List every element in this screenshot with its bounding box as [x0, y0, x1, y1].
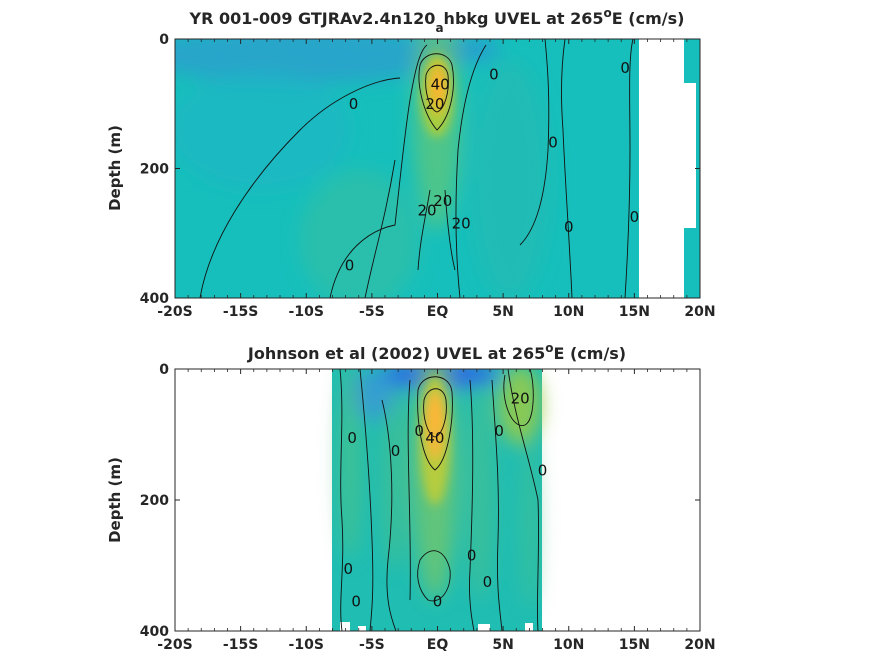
x-tick-label: -15S — [223, 637, 258, 653]
x-tick-label: -20S — [157, 304, 192, 320]
contour-label: 0 — [630, 208, 640, 226]
band-east — [464, 380, 496, 600]
contour-label: 0 — [433, 593, 443, 611]
x-tick-label: -5S — [359, 304, 385, 320]
contour-label: 0 — [345, 257, 355, 275]
x-tick-label: -10S — [289, 304, 324, 320]
contour-label: 0 — [467, 547, 477, 565]
bottom-mask-notches — [332, 620, 542, 631]
data-gap-lower — [684, 83, 696, 228]
data-gap — [639, 39, 684, 298]
contour-label: 20 — [433, 192, 452, 210]
x-tick-label: EQ — [427, 304, 449, 320]
contour-lines-bottom — [339, 369, 540, 631]
contour-label: 40 — [431, 75, 450, 93]
band-far-east — [520, 430, 540, 610]
x-tick-label: 20N — [684, 304, 715, 320]
chart-top: YR 001-009 GTJRAv2.4n120ahbkg UVEL at 26… — [106, 6, 716, 320]
contour-label: 0 — [620, 59, 630, 77]
y-tick-label: 200 — [140, 162, 169, 178]
contour-lines-top — [199, 39, 634, 298]
x-tick-label: -20S — [157, 637, 192, 653]
y-tick-label: 0 — [159, 32, 169, 48]
y-tick-label: 0 — [159, 362, 169, 378]
contour-label: 0 — [494, 422, 504, 440]
y-axis-label-bottom: Depth (m) — [106, 457, 124, 543]
bottom-gaps — [340, 622, 533, 631]
x-tick-label: 20N — [684, 637, 715, 653]
contour-label: 0 — [391, 442, 401, 460]
contour-label: 0 — [548, 134, 558, 152]
x-tick-label: -5S — [359, 637, 385, 653]
surface-westward-flow — [175, 39, 460, 83]
contour-label: 0 — [351, 593, 361, 611]
x-tick-label: 10N — [553, 304, 584, 320]
x-axis-top: -20S -15S -10S -5S EQ 5N 10N 15N 20N — [157, 39, 716, 320]
x-tick-label: 10N — [553, 637, 584, 653]
x-axis-bottom: -20S -15S -10S -5S EQ 5N 10N 15N 20N — [157, 369, 716, 653]
contour-label: 0 — [483, 573, 493, 591]
y-tick-label: 400 — [140, 624, 169, 640]
contour-label: 20 — [417, 202, 436, 220]
surface-eastward-flow — [498, 369, 542, 445]
contour-label: 20 — [452, 215, 471, 233]
chart-title-bottom: Johnson et al (2002) UVEL at 265oE (cm/s… — [247, 341, 626, 363]
y-tick-label: 400 — [140, 291, 169, 307]
contour-label: 0 — [489, 66, 499, 84]
contour-label: 20 — [425, 95, 444, 113]
x-tick-label: 15N — [619, 304, 650, 320]
velocity-field-bottom — [332, 369, 542, 631]
deep-band — [300, 170, 420, 298]
contour-label: 0 — [538, 462, 548, 480]
east-band — [470, 60, 550, 298]
contour-label: 0 — [564, 218, 574, 236]
y-axis-label-top: Depth (m) — [106, 125, 124, 211]
subsurface-band — [175, 70, 350, 190]
contour-label: 0 — [349, 95, 359, 113]
contour-label: 20 — [511, 389, 530, 407]
x-tick-label: 5N — [492, 637, 513, 653]
x-tick-label: EQ — [427, 637, 449, 653]
chart-bottom: Johnson et al (2002) UVEL at 265oE (cm/s… — [106, 341, 716, 653]
velocity-field-top — [175, 39, 700, 298]
jet-core — [429, 399, 441, 431]
x-tick-label: -10S — [289, 637, 324, 653]
x-tick-label: -15S — [223, 304, 258, 320]
x-tick-label: 15N — [619, 637, 650, 653]
band-west — [338, 369, 362, 560]
contour-label: 0 — [414, 422, 424, 440]
contour-label: 40 — [425, 429, 444, 447]
jet-core — [432, 72, 444, 100]
contour-label: 0 — [347, 429, 357, 447]
chart-title-top: YR 001-009 GTJRAv2.4n120ahbkg UVEL at 26… — [189, 6, 685, 35]
contour-label: 0 — [343, 560, 353, 578]
x-tick-label: 5N — [492, 304, 513, 320]
y-tick-label: 200 — [140, 493, 169, 509]
